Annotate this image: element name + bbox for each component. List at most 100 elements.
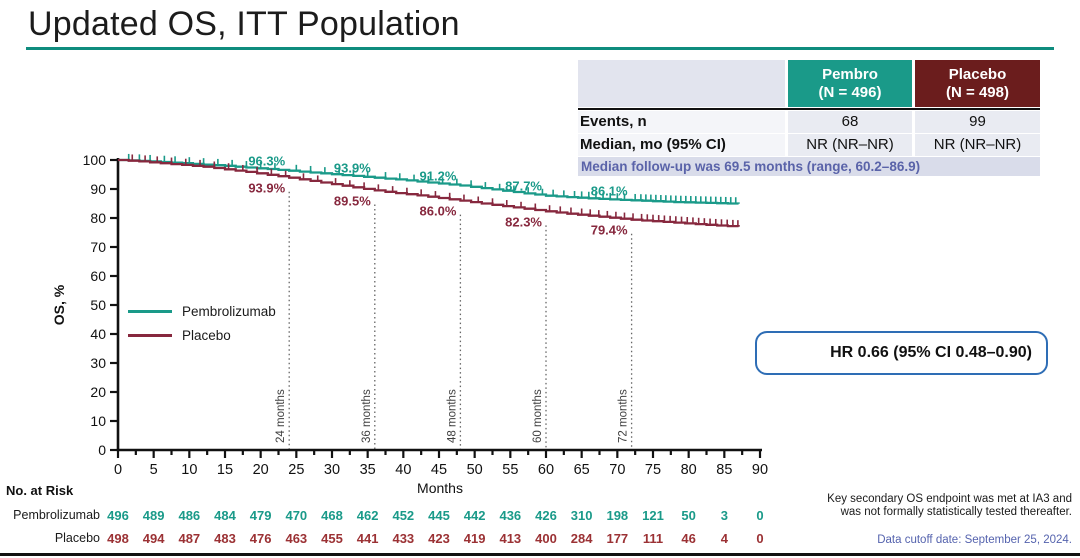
summary-table: Pembro (N = 496) Placebo (N = 498) Event… [578, 60, 1040, 176]
placebo-header-line1: Placebo [948, 65, 1007, 83]
y-tick-label: 20 [90, 384, 106, 400]
x-tick-label: 20 [253, 462, 269, 478]
risk-table-title: No. at Risk [6, 483, 74, 498]
risk-count: 50 [681, 508, 696, 523]
risk-count: 494 [142, 531, 165, 546]
placebo-landmark-value: 89.5% [334, 193, 371, 208]
y-tick-label: 80 [90, 210, 106, 226]
y-tick-label: 10 [90, 413, 106, 429]
y-tick-label: 0 [98, 442, 106, 458]
x-tick-label: 65 [574, 462, 590, 478]
legend-label-pembrolizumab: Pembrolizumab [182, 303, 276, 319]
risk-count: 496 [107, 508, 129, 523]
risk-count: 426 [535, 508, 557, 523]
risk-count: 433 [392, 531, 415, 546]
y-axis-title: OS, % [51, 284, 67, 325]
risk-count: 0 [756, 531, 764, 546]
risk-count: 436 [499, 508, 522, 523]
page-title: Updated OS, ITT Population [28, 5, 460, 43]
x-tick-label: 25 [288, 462, 304, 478]
summary-header-placebo: Placebo (N = 498) [915, 60, 1040, 107]
risk-row-label: Pembrolizumab [13, 508, 100, 522]
risk-count: 455 [321, 531, 343, 546]
risk-table: Pembrolizumab 496 489 486 484 479 470 468 462 452… [0, 505, 800, 555]
pembro-landmark-value: 96.3% [248, 154, 285, 169]
risk-count: 487 [178, 531, 201, 546]
pembro-header-line1: Pembro [822, 65, 878, 83]
risk-count: 310 [570, 508, 593, 523]
placebo-landmark-value: 86.0% [420, 204, 457, 219]
risk-count: 3 [720, 508, 728, 523]
footnote: Key secondary OS endpoint was met at IA3… [827, 493, 1072, 519]
landmark-month-label: 60 months [532, 389, 544, 443]
x-tick-label: 50 [467, 462, 483, 478]
risk-count: 46 [681, 531, 696, 546]
pembro-landmark-value: 86.1% [591, 183, 628, 198]
events-pembro-value: 68 [788, 111, 912, 133]
x-tick-label: 70 [609, 462, 625, 478]
risk-count: 400 [535, 531, 557, 546]
landmark-month-label: 72 months [618, 389, 630, 443]
median-placebo-value: NR (NR–NR) [915, 134, 1040, 156]
placebo-header-line2: (N = 498) [946, 83, 1009, 101]
y-tick-label: 60 [90, 268, 106, 284]
landmark-month-label: 36 months [361, 389, 373, 443]
title-underline [26, 47, 1054, 50]
risk-count: 479 [249, 508, 272, 523]
footnote-line2: was not formally statistically tested th… [840, 506, 1072, 518]
hazard-ratio-box: HR 0.66 (95% CI 0.48–0.90) [755, 331, 1048, 375]
risk-count: 423 [428, 531, 450, 546]
chart-legend: Pembrolizumab Placebo [128, 299, 276, 347]
placebo-landmark-value: 79.4% [591, 223, 628, 238]
risk-count: 111 [642, 531, 664, 546]
x-tick-label: 55 [502, 462, 518, 478]
risk-count: 462 [356, 508, 379, 523]
summary-table-corner-cell [578, 60, 785, 107]
legend-item-placebo: Placebo [128, 323, 276, 347]
slide-footer-rule [0, 553, 1080, 556]
pembro-landmark-value: 93.9% [334, 161, 371, 176]
risk-count: 470 [285, 508, 308, 523]
risk-count: 468 [321, 508, 343, 523]
summary-header-pembro: Pembro (N = 496) [788, 60, 912, 107]
footnote-line1: Key secondary OS endpoint was met at IA3… [827, 493, 1072, 505]
x-tick-label: 60 [538, 462, 554, 478]
pembro-landmark-value: 91.2% [420, 169, 457, 184]
pembro-header-line2: (N = 496) [818, 83, 882, 101]
risk-count: 0 [756, 508, 764, 523]
risk-count: 486 [178, 508, 201, 523]
y-tick-label: 90 [90, 181, 106, 197]
median-row-label: Median, mo (95% CI) [578, 134, 785, 156]
y-tick-label: 70 [90, 239, 106, 255]
median-followup-note: Median follow-up was 69.5 months (range,… [578, 157, 1040, 176]
risk-count: 483 [214, 531, 236, 546]
risk-count: 121 [642, 508, 664, 523]
y-tick-label: 30 [90, 355, 106, 371]
placebo-line-swatch [128, 333, 172, 337]
events-placebo-value: 99 [915, 111, 1040, 133]
y-tick-label: 50 [90, 297, 106, 313]
data-cutoff-note: Data cutoff date: September 25, 2024. [877, 534, 1072, 546]
x-tick-label: 15 [217, 462, 233, 478]
median-pembro-value: NR (NR–NR) [788, 134, 912, 156]
km-survival-chart: 24 months 36 months 48 months 60 months 72 m… [51, 152, 768, 496]
risk-count: 419 [463, 531, 486, 546]
x-tick-label: 45 [431, 462, 447, 478]
risk-count: 4 [720, 531, 728, 546]
km-curve-pembrolizumab [118, 158, 740, 205]
risk-count: 177 [606, 531, 629, 546]
x-tick-label: 5 [150, 462, 158, 478]
risk-count: 463 [285, 531, 308, 546]
risk-count: 413 [499, 531, 522, 546]
x-tick-label: 10 [181, 462, 197, 478]
risk-count: 498 [107, 531, 129, 546]
risk-count: 442 [463, 508, 486, 523]
risk-count: 489 [142, 508, 165, 523]
x-tick-label: 40 [395, 462, 411, 478]
risk-count: 484 [214, 508, 236, 523]
km-curve-placebo [118, 158, 740, 228]
legend-label-placebo: Placebo [182, 327, 231, 343]
x-tick-label: 30 [324, 462, 340, 478]
risk-count: 284 [570, 531, 593, 546]
risk-row-label: Placebo [54, 531, 100, 545]
